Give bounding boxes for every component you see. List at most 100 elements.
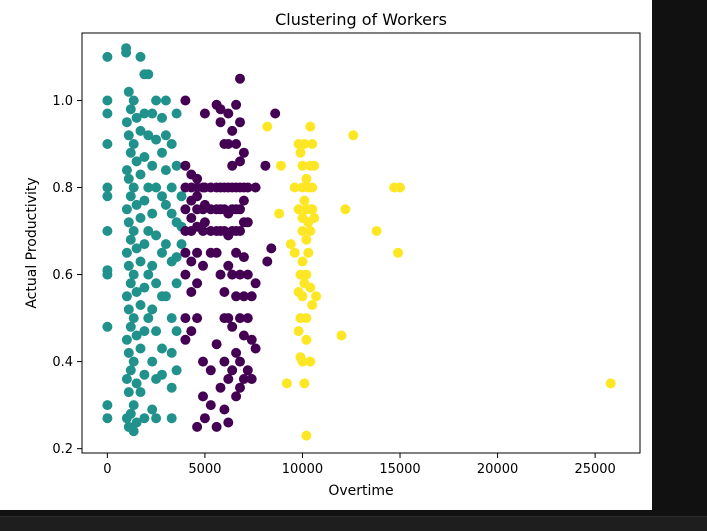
data-point	[311, 291, 322, 302]
data-point	[125, 365, 136, 376]
data-point	[186, 287, 197, 297]
data-point	[125, 321, 136, 332]
data-point	[297, 160, 308, 171]
data-point	[131, 378, 142, 389]
data-point	[250, 278, 261, 289]
data-point	[238, 374, 249, 384]
data-point	[147, 108, 158, 119]
data-point	[395, 182, 405, 193]
data-point	[102, 400, 113, 411]
data-point	[205, 365, 216, 376]
data-point	[285, 239, 296, 250]
x-tick-label: 10000	[282, 462, 323, 477]
data-point	[295, 147, 306, 158]
data-point	[102, 321, 113, 332]
chart-figure: Clustering of Workers 0 5000 10000 15000 200…	[0, 0, 652, 510]
data-point	[293, 326, 304, 337]
data-point	[139, 108, 150, 119]
data-point	[211, 421, 222, 432]
data-point	[125, 234, 136, 245]
data-point	[143, 269, 154, 280]
data-point	[151, 95, 162, 106]
data-point	[192, 313, 203, 324]
data-point	[102, 226, 113, 236]
data-point	[166, 208, 177, 219]
data-point	[393, 247, 404, 258]
x-tick-label: 25000	[574, 462, 615, 477]
x-axis-label: Overtime	[328, 483, 393, 499]
data-point	[166, 182, 177, 193]
data-point	[135, 256, 146, 267]
x-tick-label: 5000	[188, 462, 221, 477]
data-point	[281, 378, 292, 389]
data-point	[128, 313, 139, 324]
window-bottom-strip	[0, 516, 707, 531]
data-point	[307, 204, 318, 215]
y-axis: 0.2 0.4 0.6 0.8 1.0	[52, 94, 82, 457]
data-point	[227, 160, 238, 171]
data-point	[299, 378, 310, 389]
data-point	[235, 204, 245, 215]
data-point	[102, 108, 113, 119]
data-point	[301, 234, 312, 245]
data-point	[301, 313, 312, 324]
x-tick-label: 20000	[477, 462, 518, 477]
data-point	[123, 387, 134, 398]
data-point	[125, 104, 136, 115]
data-point	[166, 139, 177, 149]
points-layer	[102, 43, 616, 441]
data-point	[235, 356, 245, 367]
data-point	[121, 291, 132, 302]
data-point	[231, 99, 242, 110]
data-point	[192, 191, 203, 202]
data-point	[301, 173, 312, 184]
data-point	[128, 356, 139, 367]
data-point	[128, 182, 139, 193]
data-point	[246, 291, 257, 302]
data-point	[139, 282, 150, 293]
data-point	[143, 313, 154, 324]
data-point	[171, 365, 182, 376]
data-point	[139, 326, 150, 337]
data-point	[199, 108, 210, 119]
data-point	[151, 230, 162, 241]
data-point	[151, 326, 162, 337]
data-point	[123, 130, 134, 141]
data-point	[180, 334, 191, 345]
data-point	[180, 95, 191, 106]
plot-frame	[81, 32, 641, 454]
data-point	[266, 243, 277, 254]
data-point	[128, 95, 139, 106]
data-point	[180, 269, 191, 280]
data-point	[147, 260, 158, 271]
data-point	[139, 239, 150, 250]
data-point	[131, 243, 142, 254]
data-point	[301, 334, 312, 345]
data-point	[211, 339, 222, 350]
data-point	[231, 291, 242, 302]
data-point	[171, 160, 182, 171]
data-point	[131, 199, 142, 210]
data-point	[180, 160, 191, 171]
data-point	[231, 391, 242, 402]
data-point	[123, 86, 134, 97]
data-point	[102, 51, 113, 62]
y-tick-label: 0.2	[52, 442, 73, 457]
data-point	[160, 291, 171, 302]
data-point	[246, 334, 257, 345]
data-point	[297, 226, 308, 236]
data-point	[166, 382, 177, 393]
data-point	[299, 139, 310, 149]
data-point	[297, 291, 308, 302]
data-point	[135, 213, 146, 223]
data-point	[309, 213, 320, 223]
data-point	[186, 256, 197, 267]
data-point	[135, 51, 146, 62]
data-point	[102, 191, 113, 202]
data-point	[238, 291, 249, 302]
data-point	[276, 160, 286, 171]
data-point	[123, 217, 134, 228]
data-point	[223, 139, 234, 149]
data-point	[198, 391, 208, 402]
data-point	[192, 278, 203, 289]
